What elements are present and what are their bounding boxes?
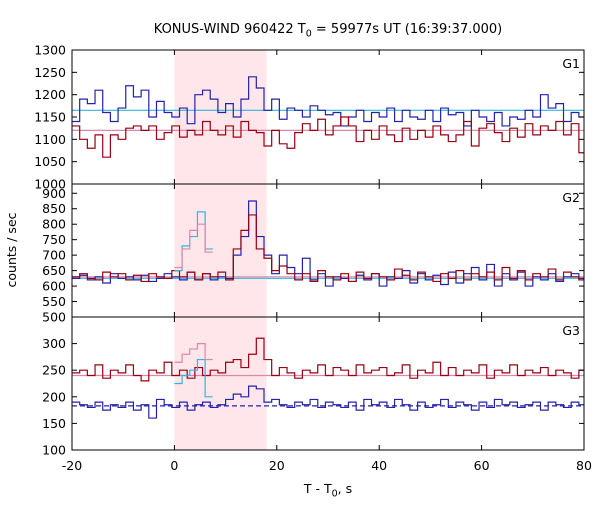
background-layer: [174, 50, 267, 450]
y-tick-label: 150: [42, 416, 66, 431]
chart-title: KONUS-WIND 960422 T0 = 59977s UT (16:39:…: [154, 22, 503, 40]
y-tick-label: 100: [42, 443, 66, 458]
text-layer: 1000105011001150120012501300G15005506006…: [4, 22, 592, 500]
panel-frame-g2: [71, 183, 585, 318]
y-tick-label: 1050: [34, 154, 66, 169]
y-tick-label: 500: [42, 310, 66, 325]
panel-g1-data: [72, 76, 584, 158]
fit-step-pink-g3: [174, 343, 213, 363]
chart-title-main: KONUS-WIND 960422 T: [154, 22, 306, 37]
x-axis-label-rest: , s: [338, 481, 352, 496]
fit-step-pink-g2: [174, 223, 213, 269]
y-tick-label: 1300: [34, 43, 66, 58]
panel-frame-g3: [71, 316, 585, 451]
y-tick-label: 1250: [34, 65, 66, 80]
panel-g2-data: [72, 200, 584, 287]
series-dark_red-g3: [72, 337, 584, 382]
y-tick-label: 1100: [34, 132, 66, 147]
series-dark_red-g1: [72, 116, 584, 158]
fit-step-cyan-g3: [174, 358, 213, 398]
panel-label-g3: G3: [562, 323, 580, 338]
series-dark_red-g2: [72, 214, 584, 283]
y-tick-label: 600: [42, 279, 66, 294]
y-tick-label: 800: [42, 217, 66, 232]
panel-label-g2: G2: [562, 190, 580, 205]
y-tick-label: 750: [42, 232, 66, 247]
highlight-interval: [174, 50, 267, 450]
y-tick-label: 850: [42, 201, 66, 216]
x-tick-label: 40: [371, 458, 387, 473]
panel-g3-data: [72, 337, 584, 419]
data-layer: [72, 76, 584, 419]
x-tick-label: 60: [474, 458, 490, 473]
x-tick-label: 0: [170, 458, 178, 473]
y-tick-label: 900: [42, 186, 66, 201]
y-tick-label: 250: [42, 363, 66, 378]
series-blue-g3: [72, 385, 584, 419]
panel-label-g1: G1: [562, 56, 580, 71]
x-tick-label: 80: [576, 458, 592, 473]
y-tick-label: 200: [42, 389, 66, 404]
y-axis-label: counts / sec: [4, 212, 19, 287]
y-tick-label: 1150: [34, 110, 66, 125]
y-tick-label: 1200: [34, 87, 66, 102]
y-tick-label: 1000: [34, 177, 66, 192]
x-tick-label: -20: [62, 458, 82, 473]
chart-title-subscript: 0: [306, 29, 312, 40]
y-tick-label: 300: [42, 336, 66, 351]
x-axis-label: T - T0, s: [303, 481, 352, 500]
y-tick-label: 550: [42, 294, 66, 309]
frame-layer: [71, 49, 585, 451]
series-blue-g2: [72, 200, 584, 287]
series-blue-g1: [72, 76, 584, 127]
x-axis-label-subscript: 0: [332, 489, 338, 500]
chart-title-rest: = 59977s UT (16:39:37.000): [312, 22, 502, 37]
y-tick-label: 700: [42, 248, 66, 263]
y-tick-label: 650: [42, 263, 66, 278]
x-tick-label: 20: [269, 458, 285, 473]
x-axis-label-main: T - T: [303, 481, 332, 496]
